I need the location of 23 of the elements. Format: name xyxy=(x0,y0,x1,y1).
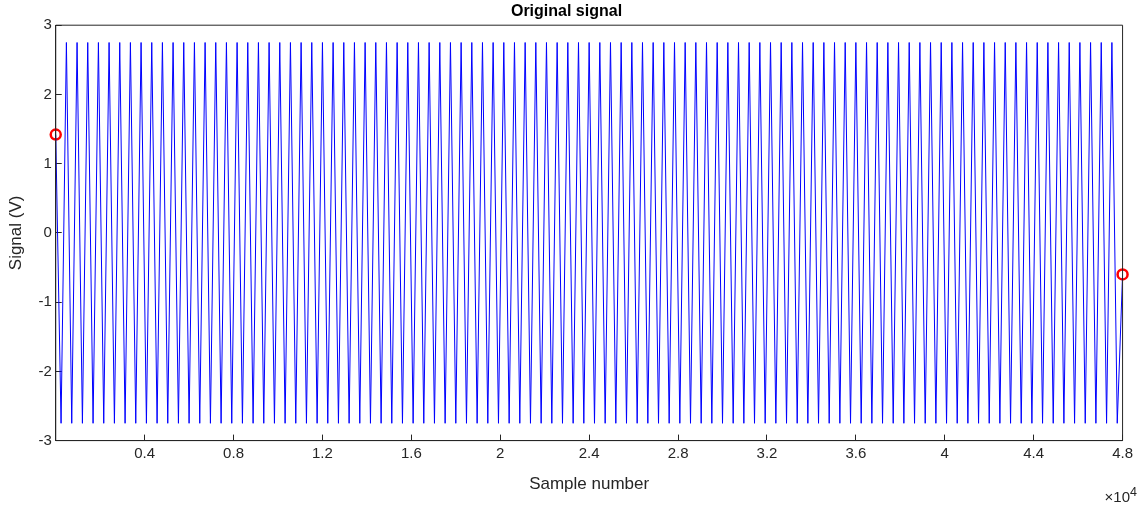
x-tick-label: 1.6 xyxy=(400,443,422,461)
x-tick-label: 4 xyxy=(940,443,949,461)
x-tick-label: 1.2 xyxy=(312,443,333,461)
x-tick-label: 4.8 xyxy=(1112,443,1133,461)
x-tick-label: 2 xyxy=(496,443,505,461)
x-tick-label: 4.4 xyxy=(1023,443,1045,461)
y-tick-label: 2 xyxy=(43,84,52,102)
x-axis-title: Sample number xyxy=(529,474,650,494)
text: ×10$^{4}$ xyxy=(1104,485,1137,505)
y-tick-label: 3 xyxy=(43,15,52,33)
x-tick-label: 3.6 xyxy=(845,443,867,461)
y-axis-title: Signal (V) xyxy=(5,195,25,271)
x-tick-label: 3.2 xyxy=(756,443,778,461)
chart-title: Original signal xyxy=(510,2,623,20)
x-tick-label: 2.4 xyxy=(578,443,600,461)
y-tick-label: -2 xyxy=(38,361,52,379)
y-tick-label: 0 xyxy=(43,223,52,241)
x-tick-label: 2.8 xyxy=(667,443,689,461)
y-tick-label: 1 xyxy=(43,153,52,171)
x-tick-label: 0.4 xyxy=(134,443,156,461)
y-tick-label: -3 xyxy=(38,430,52,448)
x-tick-label: 0.8 xyxy=(223,443,244,461)
y-tick-label: -1 xyxy=(38,292,52,310)
